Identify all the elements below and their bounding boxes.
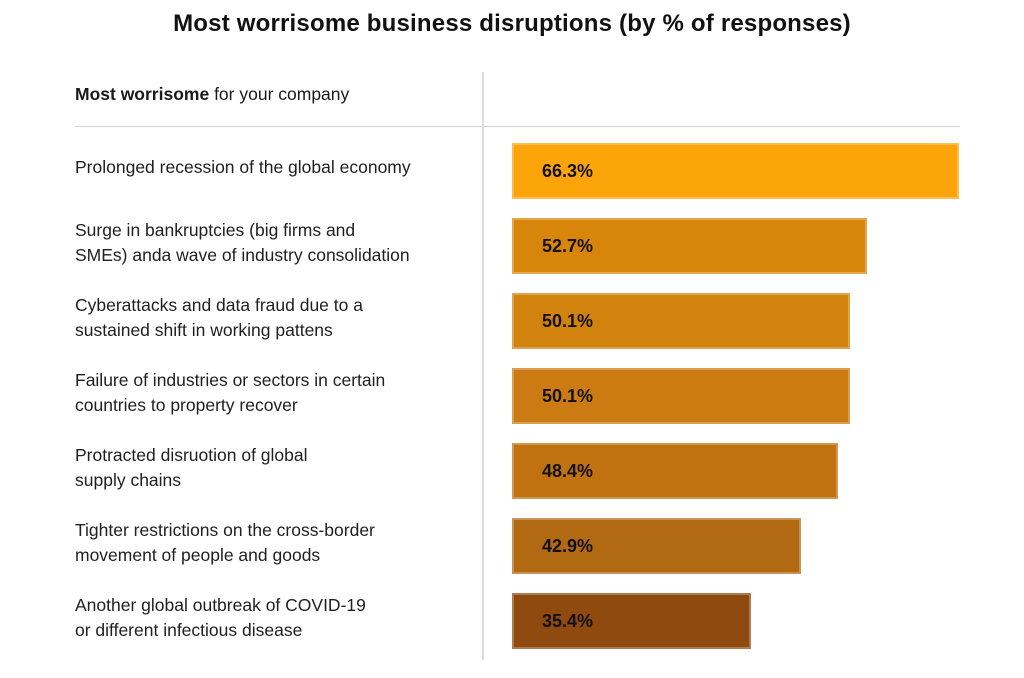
bar: 50.1% [512,368,850,424]
category-label: Prolonged recession of the global econom… [75,157,411,178]
category-label: Cyberattacks and data fraud due to a sus… [75,295,363,340]
chart-header: Most worrisome for your company [75,84,349,105]
chart-row: Tighter restrictions on the cross-border… [0,505,1024,580]
chart-row: Protracted disruotion of global supply c… [0,430,1024,505]
chart-row: Cyberattacks and data fraud due to a sus… [0,280,1024,355]
y-axis-line [482,72,484,660]
bar: 48.4% [512,443,838,499]
category-label: Protracted disruotion of global supply c… [75,445,308,490]
value-label: 50.1% [542,310,594,331]
chart-row: Surge in bankruptcies (big firms and SME… [0,205,1024,280]
value-label: 42.9% [542,535,594,556]
value-label: 52.7% [542,235,594,256]
chart-header-regular: for your company [209,84,350,104]
bar: 35.4% [512,593,751,649]
chart-row: Failure of industries or sectors in cert… [0,355,1024,430]
value-label: 50.1% [542,385,594,406]
category-label: Failure of industries or sectors in cert… [75,370,386,415]
header-divider [75,126,960,127]
bar: 50.1% [512,293,850,349]
bar: 66.3% [512,143,959,199]
bar: 42.9% [512,518,801,574]
chart-row: Another global outbreak of COVID-19 or d… [0,580,1024,655]
category-label: Surge in bankruptcies (big firms and SME… [75,220,410,265]
category-label: Tighter restrictions on the cross-border… [75,520,375,565]
chart-header-bold: Most worrisome [75,84,210,104]
bar: 52.7% [512,218,867,274]
value-label: 66.3% [542,160,594,181]
value-label: 48.4% [542,460,594,481]
chart-row: Prolonged recession of the global econom… [0,130,1024,205]
value-label: 35.4% [542,610,594,631]
category-label: Another global outbreak of COVID-19 or d… [75,595,366,640]
page-title: Most worrisome business disruptions (by … [173,10,851,37]
